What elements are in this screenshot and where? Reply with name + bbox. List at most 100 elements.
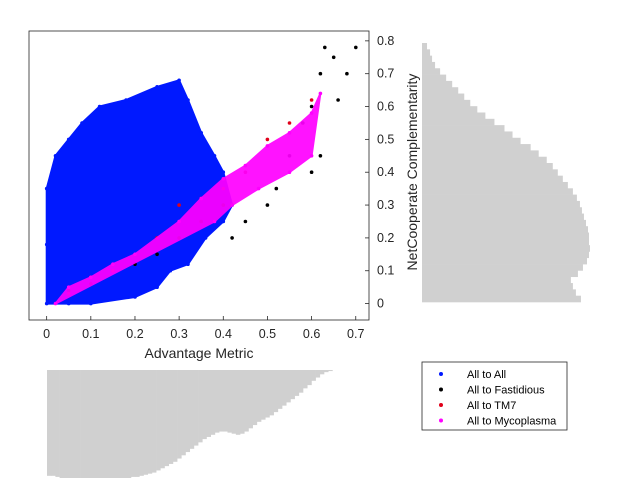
data-point	[66, 301, 71, 306]
hist-bar	[202, 370, 207, 440]
legend-marker	[439, 372, 443, 376]
hist-bar	[235, 370, 241, 435]
hist-bar	[265, 370, 270, 418]
hist-bar	[422, 80, 453, 88]
hist-bar	[422, 169, 558, 176]
legend-label: All to Fastidious	[467, 385, 545, 397]
legend-marker	[439, 403, 443, 407]
data-point	[287, 131, 292, 135]
hist-bar	[63, 370, 69, 478]
hist-bar	[80, 370, 86, 478]
hist-bar	[422, 270, 578, 278]
legend-entries: All to All All to Fastidious All to TM7 All…	[439, 369, 557, 428]
hist-bar	[51, 370, 56, 476]
series-all-to-all	[44, 78, 234, 306]
data-point	[230, 203, 234, 207]
hist-bar	[422, 251, 589, 259]
hist-bar	[206, 370, 211, 437]
hist-bar	[252, 370, 258, 426]
data-point	[265, 144, 270, 148]
data-point	[345, 71, 349, 76]
hist-bar	[114, 370, 119, 478]
hist-bar	[210, 370, 216, 435]
data-point	[53, 301, 58, 306]
data-point	[230, 236, 234, 240]
scatter-marks	[44, 45, 358, 306]
hist-bar	[422, 118, 495, 126]
hist-bar	[122, 370, 128, 478]
hist-bar	[177, 370, 182, 459]
hist-bar	[76, 370, 81, 478]
data-point	[336, 98, 340, 102]
hist-bar	[88, 370, 94, 478]
hist-bar	[422, 295, 581, 303]
data-point	[186, 262, 190, 267]
y-tick-label: 0.5	[377, 132, 394, 146]
data-point	[155, 252, 159, 257]
y-tick-label: 0.3	[377, 198, 394, 212]
hist-bar	[143, 370, 149, 475]
data-point	[111, 262, 115, 267]
legend: All to All All to Fastidious All to TM7 All…	[421, 361, 568, 431]
hist-bar	[172, 370, 178, 462]
hist-bar	[156, 370, 161, 471]
legend-label: All to TM7	[467, 400, 516, 412]
data-point	[66, 137, 71, 142]
hist-bar	[422, 181, 568, 189]
legend-label: All to Mycoplasma	[467, 416, 557, 428]
hist-bar	[126, 370, 132, 478]
data-point	[133, 252, 137, 257]
hist-bar	[422, 144, 531, 151]
hist-bar	[269, 370, 274, 416]
hist-bar	[109, 370, 115, 478]
data-point	[323, 45, 327, 50]
y-tick-label: 0.1	[377, 264, 394, 278]
hist-bar	[256, 370, 262, 422]
hist-bar	[422, 175, 563, 183]
hist-bar	[422, 163, 553, 170]
data-point	[44, 242, 49, 247]
data-point	[265, 203, 270, 207]
hist-bar	[422, 156, 547, 164]
data-point	[243, 219, 248, 224]
hist-bar	[219, 370, 224, 432]
hist-bar	[422, 74, 447, 82]
hist-bar	[303, 370, 308, 389]
data-point	[274, 186, 279, 191]
data-point	[331, 55, 336, 60]
data-point	[354, 45, 358, 50]
hist-bar	[328, 370, 333, 372]
data-point	[221, 177, 226, 181]
hist-bar	[315, 370, 321, 378]
data-point	[66, 285, 71, 290]
hist-bar	[227, 370, 232, 433]
data-point	[53, 154, 58, 158]
hist-bar	[422, 93, 465, 101]
legend-marker	[439, 418, 443, 423]
data-point	[256, 186, 261, 191]
hist-bar	[59, 370, 65, 478]
data-point	[168, 268, 173, 273]
hist-bar	[422, 289, 576, 296]
hist-bar	[422, 276, 571, 284]
data-point	[124, 98, 128, 102]
hist-bar	[105, 370, 111, 478]
hist-bar	[290, 370, 295, 400]
hist-bar	[307, 370, 312, 386]
x-tick-label: 0	[43, 327, 50, 341]
hist-bar	[189, 370, 195, 449]
data-point	[212, 219, 217, 224]
data-point	[287, 170, 292, 174]
plot-frame	[28, 30, 370, 321]
scatter-plot: 0 0.1 0.2 0.3 0.4 0.5 0.6 0.7 00.10.20.30.40.50…	[28, 30, 420, 361]
hist-bar	[422, 106, 478, 113]
hist-bar	[422, 43, 428, 50]
data-point	[318, 154, 323, 158]
data-point	[80, 121, 84, 125]
hist-bar	[118, 370, 123, 478]
y-axis-ticks: 0 0.1 0.2 0.3 0.4 0.5 0.6 0.7 0.8	[365, 34, 394, 311]
hist-bar	[311, 370, 316, 381]
hist-bar	[93, 370, 98, 478]
right-marginal-histogram	[422, 43, 590, 303]
